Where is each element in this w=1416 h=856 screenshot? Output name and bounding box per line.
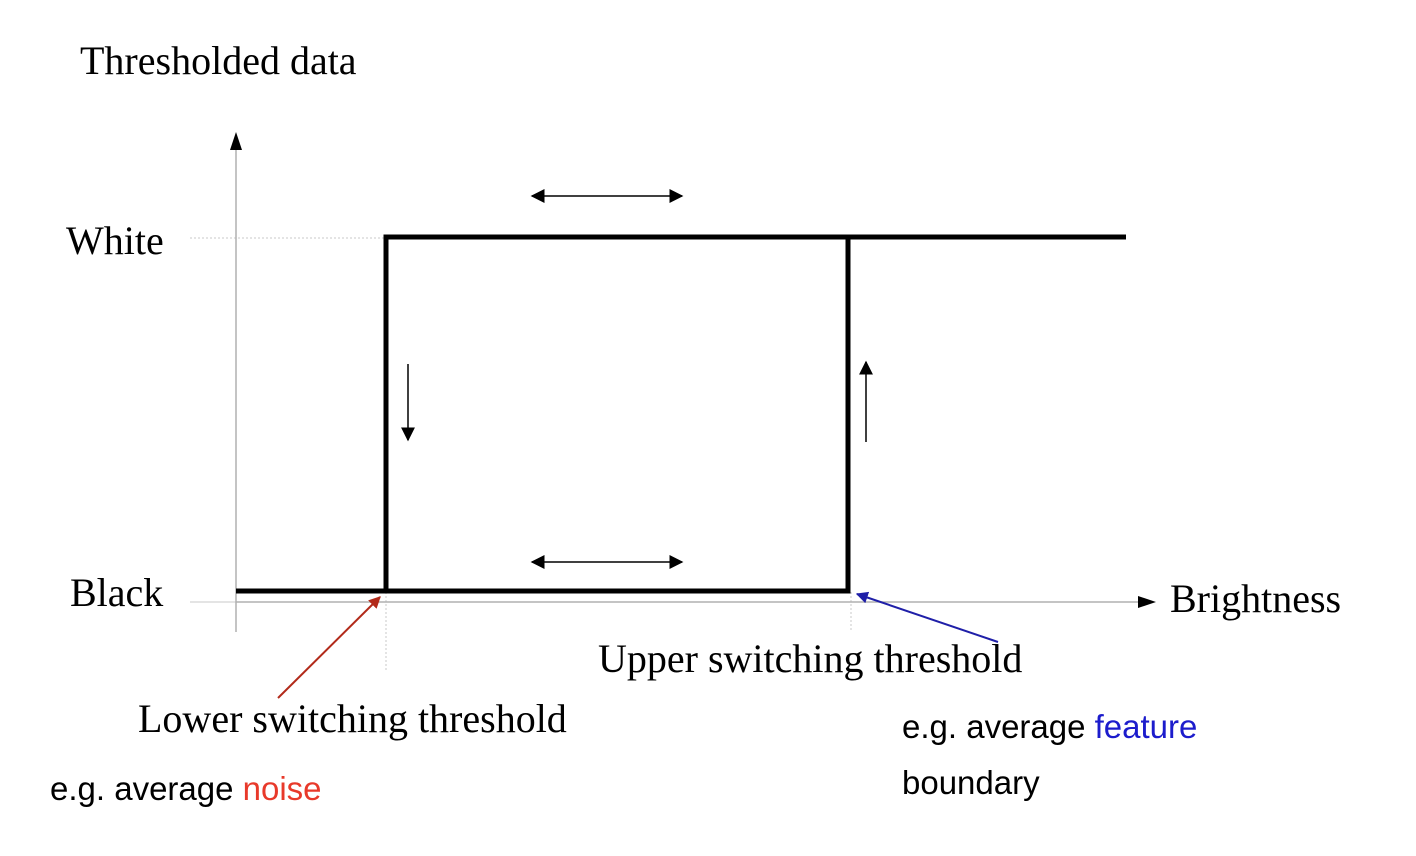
x-axis-arrowhead: [1138, 596, 1156, 608]
lower-threshold-pointer: [277, 596, 381, 699]
noise-highlight: noise: [243, 770, 322, 807]
lower-threshold-label: Lower switching threshold: [138, 696, 567, 741]
upper-note: e.g. average feature: [902, 708, 1197, 745]
upper-note-line2: boundary: [902, 764, 1040, 801]
lower-note: e.g. average noise: [50, 770, 322, 807]
upper-threshold-label: Upper switching threshold: [598, 636, 1022, 681]
feature-highlight: feature: [1095, 708, 1198, 745]
y-axis-label: Thresholded data: [80, 38, 357, 83]
white-level-label: White: [66, 218, 164, 263]
y-axis-arrowhead: [230, 132, 242, 150]
black-level-label: Black: [70, 570, 163, 615]
black-output-line: [236, 237, 851, 594]
white-output-line: [383, 234, 1126, 591]
upper-threshold-pointer: [855, 591, 999, 643]
lower-note-prefix: e.g. average: [50, 770, 243, 807]
x-axis-label: Brightness: [1170, 576, 1341, 621]
upper-note-prefix: e.g. average: [902, 708, 1095, 745]
